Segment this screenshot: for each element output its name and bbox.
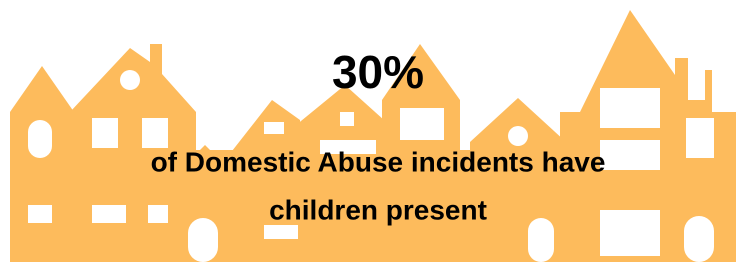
door <box>684 216 714 262</box>
window <box>264 225 298 239</box>
window <box>600 210 660 256</box>
window <box>686 118 714 158</box>
window <box>148 205 168 223</box>
window <box>340 112 354 126</box>
page: 30% of Domestic Abuse incidents have chi… <box>0 0 736 265</box>
door <box>188 218 218 262</box>
stat-value: 30% <box>332 46 424 98</box>
stat-description: of Domestic Abuse incidents have <box>151 146 606 177</box>
window <box>92 205 126 223</box>
window <box>264 122 284 134</box>
window <box>600 88 660 128</box>
window <box>28 120 52 158</box>
window <box>120 70 140 90</box>
window <box>28 205 52 223</box>
window <box>92 118 118 148</box>
window <box>400 108 444 140</box>
door <box>528 218 554 262</box>
infographic: 30% of Domestic Abuse incidents have chi… <box>0 0 736 265</box>
window <box>600 140 660 170</box>
stat-description: children present <box>269 194 487 225</box>
window <box>508 126 528 146</box>
window <box>142 118 168 148</box>
